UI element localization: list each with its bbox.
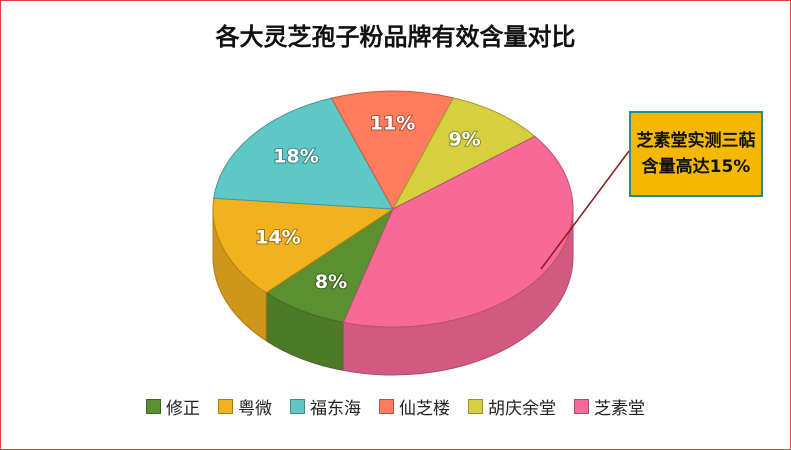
slice xyxy=(330,90,455,211)
legend-swatch xyxy=(379,399,394,414)
legend-item: 仙芝楼 xyxy=(379,394,450,419)
legend-item: 粤微 xyxy=(218,394,272,419)
slice xyxy=(213,97,394,210)
data-label: 14% xyxy=(255,227,300,249)
legend-label: 修正 xyxy=(166,399,200,419)
annotation: 芝素堂实测三萜含量高达15% xyxy=(629,111,763,197)
slice xyxy=(265,207,395,323)
slice xyxy=(342,135,574,328)
legend-item: 胡庆余堂 xyxy=(468,394,556,419)
data-label: 11% xyxy=(370,113,415,135)
legend-swatch xyxy=(574,399,589,414)
legend-label: 仙芝楼 xyxy=(399,399,450,419)
legend-item: 芝素堂 xyxy=(574,394,645,419)
legend-label: 胡庆余堂 xyxy=(488,399,556,419)
legend-item: 福东海 xyxy=(290,394,361,419)
legend-label: 福东海 xyxy=(310,399,361,419)
legend-swatch xyxy=(290,399,305,414)
chart-title: 各大灵芝孢子粉品牌有效含量对比 xyxy=(215,23,576,51)
legend-swatch xyxy=(468,399,483,414)
data-label: 18% xyxy=(273,146,318,168)
legend-label: 芝素堂 xyxy=(594,399,645,419)
legend-label: 粤微 xyxy=(238,399,272,419)
legend-swatch xyxy=(218,399,233,414)
legend: 修正 粤微 福东海 仙芝楼 胡庆余堂 芝素堂 xyxy=(1,394,790,419)
leader-line xyxy=(540,150,630,270)
slice xyxy=(212,197,395,294)
slice xyxy=(391,97,536,211)
data-label: 8% xyxy=(315,271,347,293)
data-label: 9% xyxy=(448,129,480,151)
legend-swatch xyxy=(146,399,161,414)
legend-item: 修正 xyxy=(146,394,200,419)
